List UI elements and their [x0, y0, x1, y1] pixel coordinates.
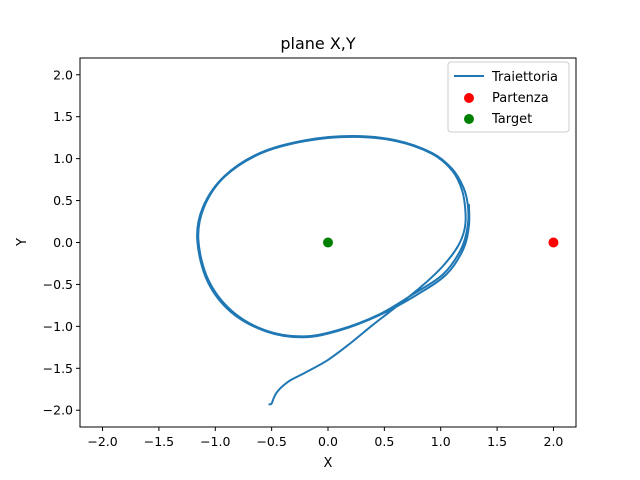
y-tick-label: −2.0: [43, 403, 73, 418]
x-tick-label: 2.0: [544, 434, 564, 449]
y-tick-label: 0.5: [53, 193, 73, 208]
y-axis-label: Y: [15, 238, 30, 247]
legend-label-target: Target: [491, 112, 532, 127]
x-tick-label: 1.5: [487, 434, 507, 449]
point-partenza: [548, 237, 559, 248]
y-tick-label: −1.0: [43, 319, 73, 334]
chart-title: plane X,Y: [280, 34, 356, 53]
legend-dot-target: [464, 114, 474, 124]
point-target: [323, 237, 333, 248]
y-tick-label: 2.0: [53, 67, 73, 82]
series-line-traiettoria-pass-0: [196, 134, 471, 406]
x-tick-label: 1.0: [431, 434, 451, 449]
x-tick-label: −1.5: [144, 434, 174, 449]
x-axis-ticks: −2.0 −1.5 −1.0 −0.5 0.0 0.5 1.0 1.5 2.0: [87, 427, 563, 449]
y-tick-label: 0.0: [53, 235, 73, 250]
y-tick-label: 1.0: [53, 151, 73, 166]
y-tick-label: 1.5: [53, 109, 73, 124]
x-tick-label: 0.5: [374, 434, 394, 449]
x-tick-label: 0.0: [318, 434, 338, 449]
legend-dot-partenza: [464, 93, 474, 103]
x-tick-label: −0.5: [256, 434, 286, 449]
y-tick-label: −0.5: [43, 277, 73, 292]
legend-label-partenza: Partenza: [492, 91, 549, 106]
x-tick-label: −2.0: [87, 434, 117, 449]
legend: Traiettoria Partenza Target: [447, 61, 570, 133]
legend-frame: [447, 61, 570, 133]
x-axis-label: X: [324, 456, 333, 471]
y-tick-label: −1.5: [43, 361, 73, 376]
y-axis-ticks: −2.0 −1.5 −1.0 −0.5 0.0 0.5 1.0 1.5 2.0: [43, 67, 80, 418]
legend-label-traiettoria: Traiettoria: [491, 70, 558, 85]
x-tick-label: −1.0: [200, 434, 230, 449]
